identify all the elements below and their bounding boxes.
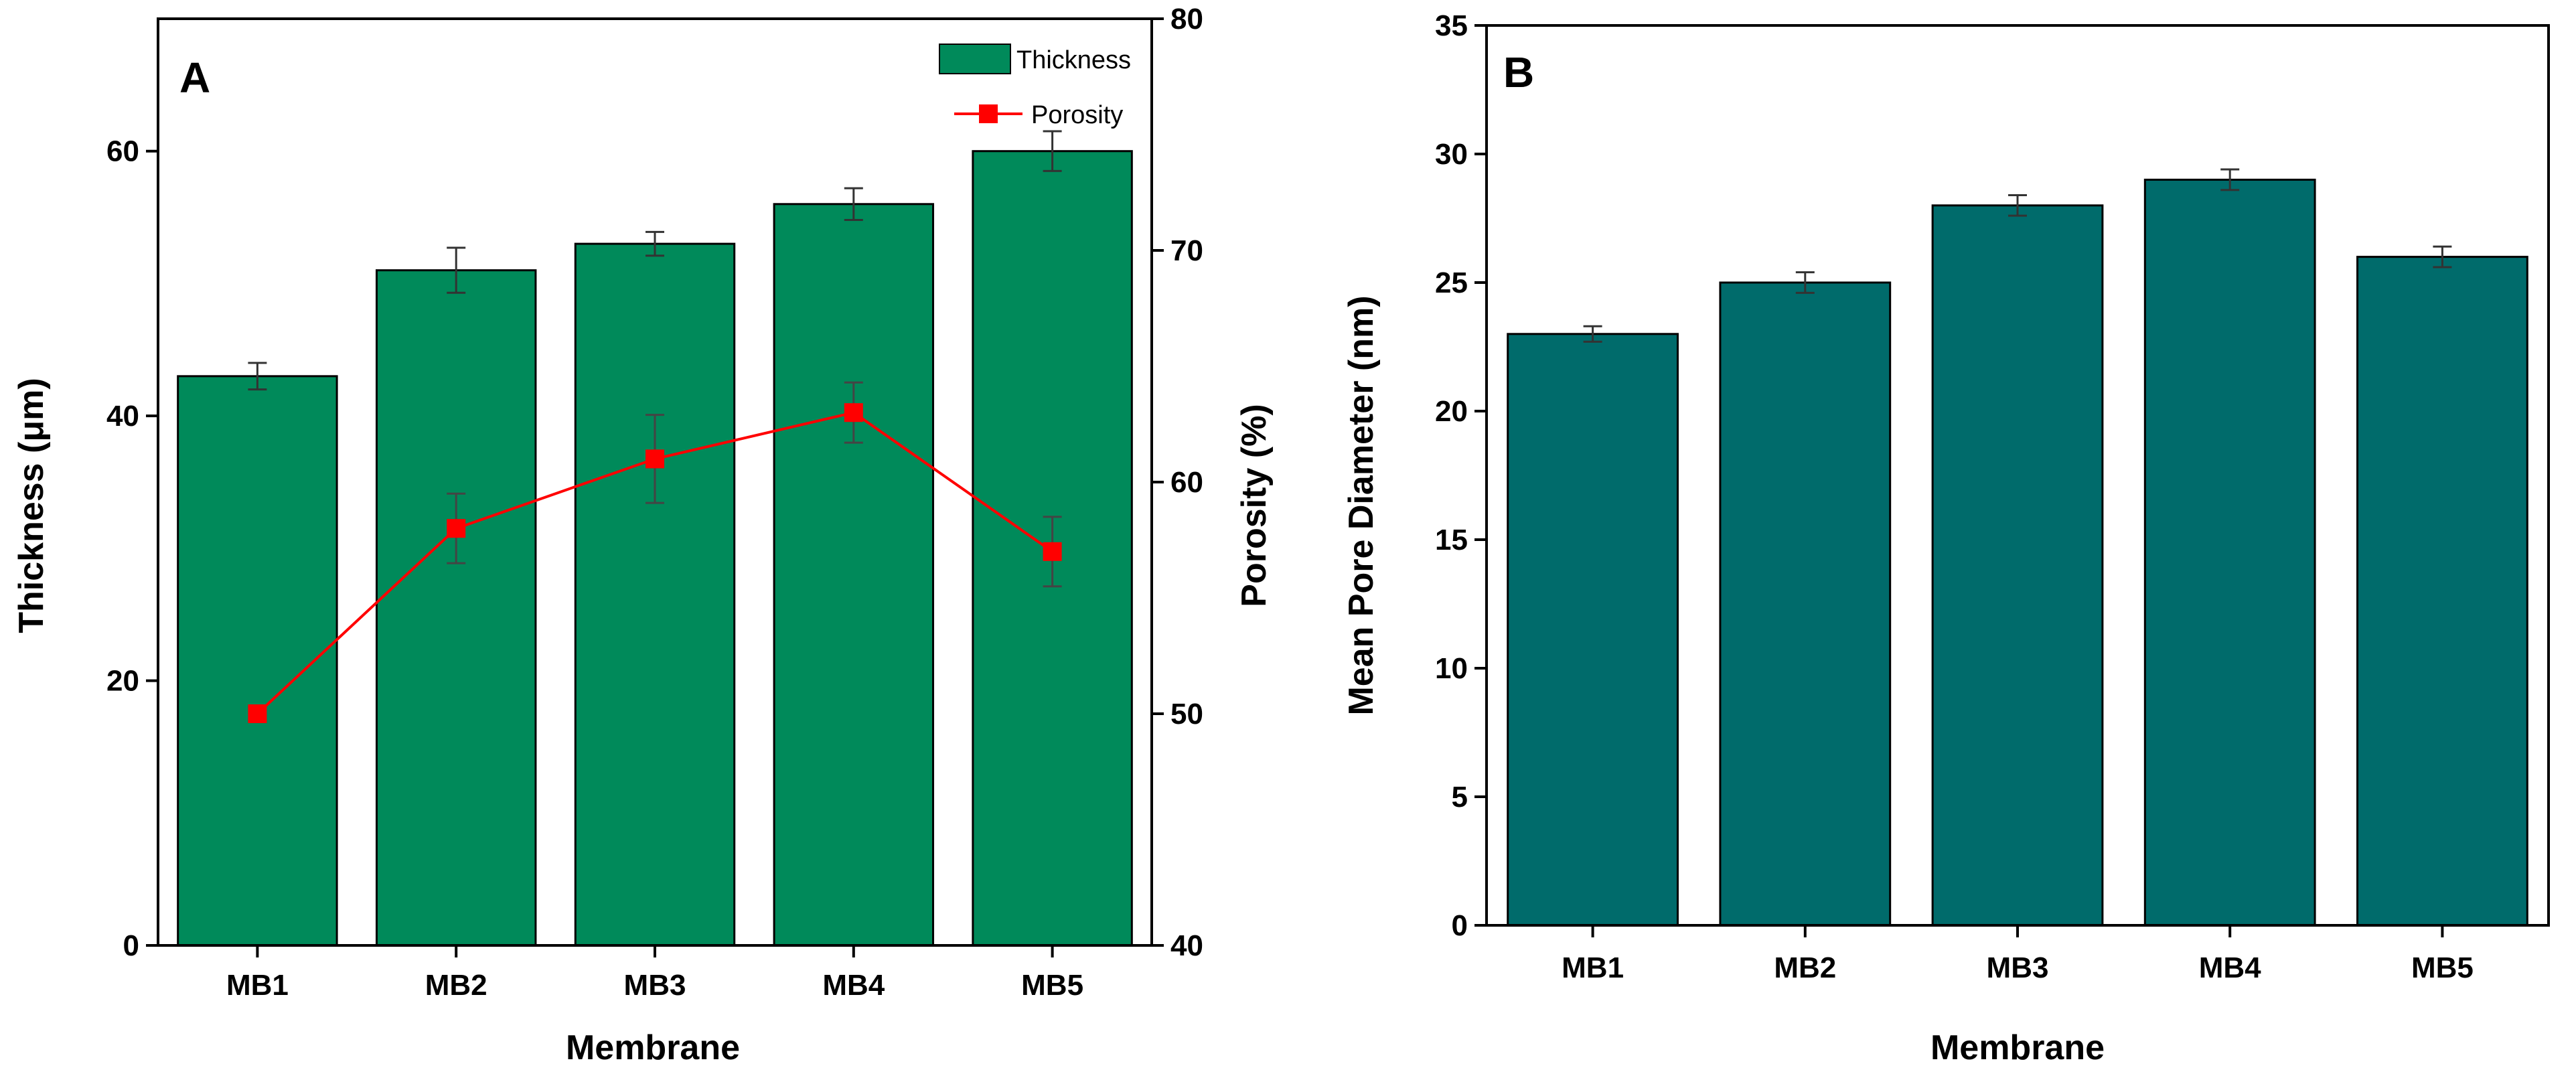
b-ytick-label: 0 <box>1452 909 1468 942</box>
a-y2tick-label: 70 <box>1170 234 1203 267</box>
b-xtick-label-MB5: MB5 <box>2411 951 2474 984</box>
a-panel-letter: A <box>179 54 210 102</box>
a-xtick-label-MB1: MB1 <box>226 969 289 1002</box>
b-xtick-label-MB2: MB2 <box>1774 951 1836 984</box>
porosity-marker-MB1 <box>248 704 267 723</box>
b-ytick-label: 30 <box>1435 138 1468 171</box>
a-x-axis-title: Membrane <box>566 1028 740 1067</box>
thickness-bar-MB1 <box>177 375 338 947</box>
pore-bar-MB4 <box>2143 178 2316 927</box>
b-pore-bars <box>1507 178 2528 927</box>
a-y2tick-label: 80 <box>1170 3 1203 35</box>
pore-error-MB3 <box>2008 194 2027 217</box>
a-y-axis-title: Thickness (μm) <box>12 378 51 633</box>
b-x-axis-ticks: MB1 MB2 MB3 MB4 MB5 <box>1562 925 2474 984</box>
b-y-axis-title: Mean Pore Diameter (nm) <box>1342 295 1381 715</box>
b-xtick-label-MB1: MB1 <box>1562 951 1624 984</box>
b-y-axis-ticks: 0 5 10 15 20 25 30 35 <box>1435 9 1487 942</box>
porosity-marker-MB4 <box>844 403 863 422</box>
b-pore-error-bars <box>1583 168 2452 343</box>
a-xtick-label-MB2: MB2 <box>425 969 487 1002</box>
thickness-error-MB1 <box>248 362 267 391</box>
a-thickness-error-bars <box>248 130 1062 391</box>
b-x-axis-title: Membrane <box>1930 1028 2105 1067</box>
b-ytick-label: 15 <box>1435 524 1468 556</box>
b-ytick-label: 35 <box>1435 9 1468 42</box>
b-xtick-label-MB3: MB3 <box>1987 951 2049 984</box>
legend-label-porosity: Porosity <box>1031 101 1123 129</box>
b-ytick-label: 5 <box>1452 781 1468 814</box>
legend-marker-porosity <box>979 104 998 123</box>
thickness-error-MB4 <box>844 187 863 222</box>
a-porosity-line-series <box>248 381 1062 723</box>
a-legend: Thickness Porosity <box>939 44 1131 129</box>
thickness-error-MB5 <box>1043 130 1062 172</box>
b-ytick-label: 10 <box>1435 652 1468 685</box>
a-ytick-label: 40 <box>106 400 139 433</box>
legend-swatch-thickness <box>939 44 1011 74</box>
b-ytick-label: 25 <box>1435 266 1468 299</box>
a-thickness-bars <box>177 150 1133 947</box>
a-y2tick-label: 40 <box>1170 929 1203 962</box>
pore-bar-MB5 <box>2356 256 2528 927</box>
a-ytick-label: 0 <box>123 929 139 962</box>
thickness-error-MB2 <box>447 246 466 294</box>
pore-bar-MB2 <box>1719 281 1892 927</box>
porosity-marker-MB3 <box>646 449 664 469</box>
panel-b-mean-pore-diameter-chart: 0 5 10 15 20 25 30 35 MB1 MB2 MB3 MB4 MB5 B Membran… <box>1342 9 2550 1067</box>
thickness-bar-MB2 <box>375 269 537 947</box>
a-xtick-label-MB3: MB3 <box>624 969 686 1002</box>
a-ytick-label: 20 <box>106 665 139 698</box>
porosity-marker-MB5 <box>1043 542 1062 561</box>
a-y2tick-label: 60 <box>1170 466 1203 499</box>
a-y2tick-label: 50 <box>1170 698 1203 730</box>
thickness-bar-MB4 <box>773 203 935 947</box>
a-ytick-label: 60 <box>106 135 139 168</box>
porosity-marker-MB2 <box>447 519 466 538</box>
pore-error-MB4 <box>2220 168 2240 191</box>
b-ytick-label: 20 <box>1435 395 1468 428</box>
a-right-axis-ticks: 40 50 60 70 80 <box>1152 3 1203 962</box>
a-x-axis-ticks: MB1 MB2 MB3 MB4 MB5 <box>226 945 1083 1002</box>
b-xtick-label-MB4: MB4 <box>2199 951 2261 984</box>
b-panel-letter: B <box>1503 48 1534 96</box>
pore-error-MB5 <box>2433 245 2452 268</box>
pore-bar-MB3 <box>1931 204 2104 927</box>
pore-error-MB2 <box>1795 271 1815 294</box>
a-y2-axis-title: Porosity (%) <box>1235 404 1274 607</box>
a-left-axis-ticks: 0 20 40 60 <box>106 135 158 962</box>
panel-a-thickness-porosity-chart: 0 20 40 60 40 50 60 70 80 MB1 MB2 MB3 MB4 MB5 A Mem… <box>12 3 1274 1067</box>
thickness-error-MB3 <box>646 230 664 257</box>
a-xtick-label-MB4: MB4 <box>822 969 885 1002</box>
thickness-bar-MB3 <box>574 242 736 947</box>
pore-bar-MB1 <box>1507 333 1679 927</box>
pore-error-MB1 <box>1583 325 1602 343</box>
a-xtick-label-MB5: MB5 <box>1021 969 1083 1002</box>
legend-label-thickness: Thickness <box>1016 46 1131 74</box>
